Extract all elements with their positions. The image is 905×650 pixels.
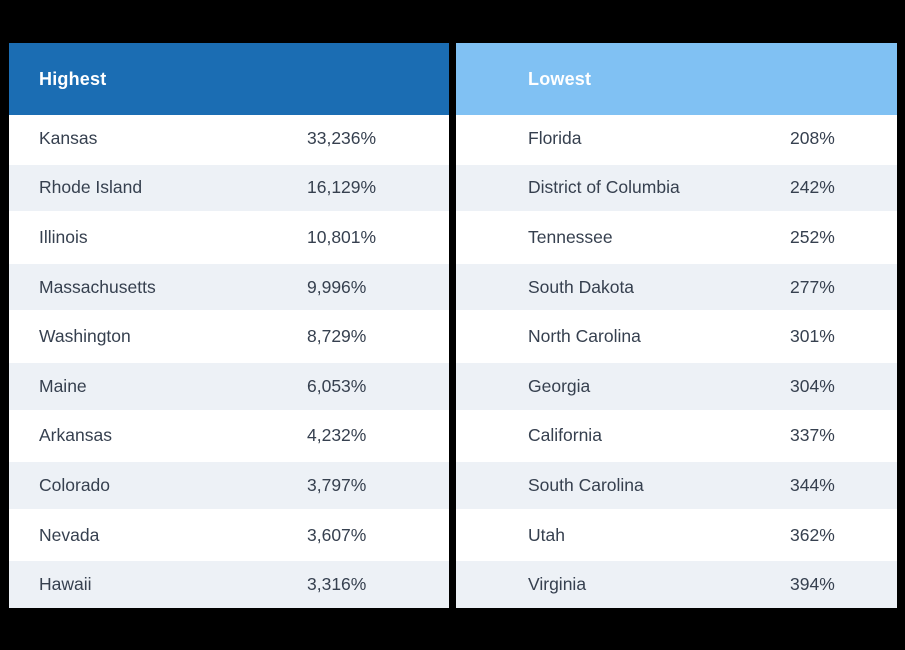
state-name-cell: Kansas — [39, 127, 98, 148]
value-cell: 8,729% — [307, 326, 367, 347]
state-name-cell: Massachusetts — [39, 276, 156, 297]
value-cell: 344% — [790, 474, 835, 495]
table-row: North Carolina 301% — [456, 313, 897, 360]
table-row: Arkansas 4,232% — [9, 413, 449, 460]
value-cell: 4,232% — [307, 425, 367, 446]
table-row: Illinois 10,801% — [9, 214, 449, 261]
state-name-cell: Nevada — [39, 524, 100, 545]
table-row: California 337% — [456, 413, 897, 460]
table-row: South Carolina 344% — [456, 459, 897, 512]
state-name-cell: Tennessee — [528, 226, 613, 247]
state-name-cell: Washington — [39, 326, 131, 347]
lowest-panel: Lowest Florida 208% District of Columbia… — [456, 43, 897, 608]
value-cell: 242% — [790, 177, 835, 198]
table-row: Florida 208% — [456, 115, 897, 162]
state-name-cell: California — [528, 425, 602, 446]
lowest-rows: Florida 208% District of Columbia 242% T… — [456, 115, 897, 608]
state-name-cell: Arkansas — [39, 425, 112, 446]
table-row: Hawaii 3,316% — [9, 558, 449, 608]
table-row: Nevada 3,607% — [9, 512, 449, 559]
state-name-cell: Colorado — [39, 474, 111, 495]
table-row: Maine 6,053% — [9, 359, 449, 413]
table-row: Kansas 33,236% — [9, 115, 449, 162]
value-cell: 3,797% — [307, 474, 367, 495]
value-cell: 208% — [790, 127, 835, 148]
comparison-table: Highest Kansas 33,236% Rhode Island 16,1… — [9, 43, 897, 608]
highest-rows: Kansas 33,236% Rhode Island 16,129% Illi… — [9, 115, 449, 608]
value-cell: 9,996% — [307, 276, 367, 297]
value-cell: 16,129% — [307, 177, 377, 198]
lowest-header: Lowest — [456, 43, 897, 115]
value-cell: 6,053% — [307, 375, 367, 396]
table-row: Virginia 394% — [456, 558, 897, 608]
state-name-cell: Illinois — [39, 226, 88, 247]
value-cell: 304% — [790, 375, 835, 396]
value-cell: 252% — [790, 226, 835, 247]
state-name-cell: South Carolina — [528, 474, 644, 495]
highest-header: Highest — [9, 43, 449, 115]
state-name-cell: Georgia — [528, 375, 591, 396]
value-cell: 277% — [790, 276, 835, 297]
value-cell: 301% — [790, 326, 835, 347]
value-cell: 394% — [790, 574, 835, 595]
state-name-cell: District of Columbia — [528, 177, 680, 198]
value-cell: 337% — [790, 425, 835, 446]
table-row: Tennessee 252% — [456, 214, 897, 261]
state-name-cell: Utah — [528, 524, 565, 545]
table-row: Washington 8,729% — [9, 313, 449, 360]
table-row: Georgia 304% — [456, 359, 897, 413]
state-name-cell: South Dakota — [528, 276, 635, 297]
table-row: Massachusetts 9,996% — [9, 260, 449, 314]
value-cell: 10,801% — [307, 226, 377, 247]
table-row: Rhode Island 16,129% — [9, 161, 449, 215]
state-name-cell: Virginia — [528, 574, 587, 595]
table-row: South Dakota 277% — [456, 260, 897, 314]
value-cell: 3,316% — [307, 574, 367, 595]
state-name-cell: North Carolina — [528, 326, 641, 347]
table-row: District of Columbia 242% — [456, 161, 897, 215]
state-name-cell: Hawaii — [39, 574, 92, 595]
value-cell: 3,607% — [307, 524, 367, 545]
highest-panel: Highest Kansas 33,236% Rhode Island 16,1… — [9, 43, 449, 608]
value-cell: 33,236% — [307, 127, 377, 148]
table-row: Utah 362% — [456, 512, 897, 559]
state-name-cell: Rhode Island — [39, 177, 143, 198]
value-cell: 362% — [790, 524, 835, 545]
state-name-cell: Florida — [528, 127, 582, 148]
state-name-cell: Maine — [39, 375, 87, 396]
table-row: Colorado 3,797% — [9, 459, 449, 512]
